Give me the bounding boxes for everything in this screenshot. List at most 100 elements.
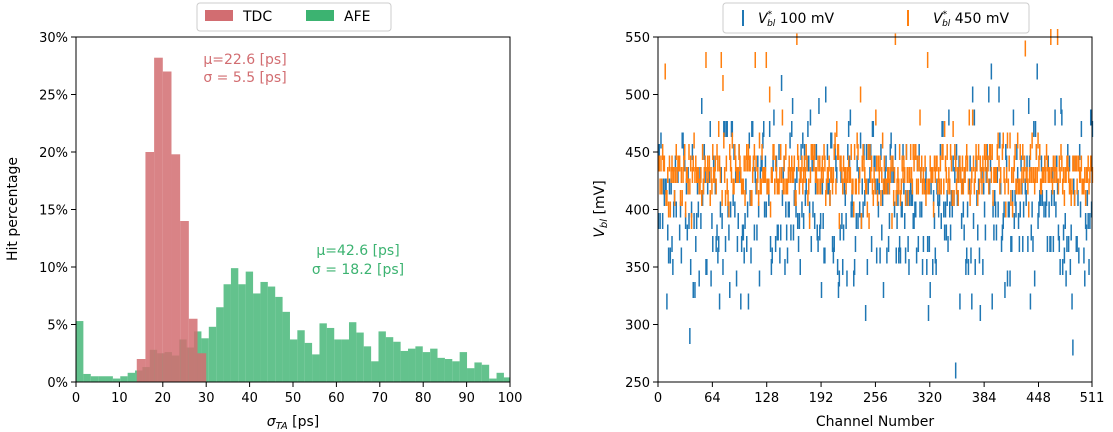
afe-histogram-bar (260, 281, 268, 382)
tdc-histogram-bar (162, 71, 172, 382)
afe-histogram-bar (496, 372, 504, 382)
afe-histogram-bar (90, 376, 99, 382)
y-tick-label: 10% (39, 261, 68, 276)
legend-swatch-tdc (205, 10, 233, 21)
y-tick-label: 350 (625, 261, 650, 276)
afe-annotation-mean: μ=42.6 [ps] (316, 243, 399, 259)
x-tick-label: 192 (809, 391, 834, 406)
afe-histogram-bar (393, 341, 401, 382)
x-tick-label: 30 (198, 391, 215, 406)
y-tick-label: 25% (39, 89, 68, 104)
afe-histogram-bar (120, 376, 128, 382)
afe-histogram-bar (282, 311, 290, 382)
afe-histogram-bar (98, 376, 106, 382)
afe-histogram-bar (503, 377, 510, 382)
left-y-ticks: 0% 5% 10% 15% 20% 25% 30% (39, 31, 76, 391)
x-tick-label: 64 (704, 391, 721, 406)
tdc-histogram-bar (171, 154, 181, 382)
afe-histogram-bar (437, 357, 445, 382)
y-tick-label: 500 (625, 89, 650, 104)
afe-histogram-bar (223, 284, 231, 382)
x-tick-label: 320 (917, 391, 942, 406)
x-tick-label: 70 (372, 391, 389, 406)
afe-histogram-bar (385, 337, 394, 382)
afe-histogram-bar (408, 348, 416, 382)
afe-histogram-bar (76, 321, 84, 382)
x-tick-label: 0 (654, 391, 662, 406)
afe-histogram-bar (267, 286, 276, 382)
afe-histogram-bar (415, 346, 423, 382)
afe-histogram-bar (467, 368, 475, 382)
afe-histogram-bar (238, 284, 246, 382)
y-tick-label: 450 (625, 146, 650, 161)
afe-histogram-bar (341, 339, 349, 382)
x-tick-label: 448 (1026, 391, 1051, 406)
afe-histogram-bar (356, 332, 364, 382)
afe-histogram-bar (489, 378, 497, 382)
left-x-ticks: 0 10 20 30 40 50 60 70 80 90 100 (72, 382, 523, 406)
afe-histogram-bar (430, 348, 438, 382)
right-legend: V* bl 100 mV V* bl 450 mV (722, 2, 1030, 34)
event-lines (657, 29, 1094, 379)
afe-annotation-sigma: σ = 18.2 [ps] (312, 262, 404, 278)
tdc-histogram-bar (136, 359, 146, 382)
afe-histogram-bar (422, 352, 431, 382)
afe-histogram-bar (127, 372, 136, 382)
afe-histogram-bar (400, 350, 409, 382)
y-tick-label: 400 (625, 204, 650, 219)
afe-histogram-bar (289, 339, 298, 382)
afe-histogram-bar (371, 361, 379, 382)
legend-label-100mv: V* bl 100 mV (758, 10, 835, 29)
y-tick-label: 30% (39, 31, 68, 46)
x-tick-label: 90 (458, 391, 475, 406)
afe-histogram-bar (297, 330, 305, 382)
afe-histogram-bar (444, 359, 453, 382)
afe-histogram-bar (452, 361, 460, 382)
tdc-histogram-bar (197, 353, 207, 382)
event-plot-chart: 0 64 128 192 256 320 384 448 511 250 300 350 400 450… (592, 2, 1105, 430)
tdc-histogram-bar (180, 221, 189, 382)
legend-label-tdc: TDC (242, 9, 272, 25)
y-tick-label: 550 (625, 31, 650, 46)
histogram-bars (76, 57, 510, 382)
afe-histogram-bar (334, 339, 342, 382)
left-x-axis-label: σTA [ps] (267, 414, 319, 432)
x-tick-label: 60 (328, 391, 345, 406)
y-tick-label: 250 (625, 376, 650, 391)
afe-histogram-bar (230, 268, 239, 382)
afe-histogram-bar (319, 323, 327, 382)
right-x-ticks: 0 64 128 192 256 320 384 448 511 (654, 382, 1105, 406)
x-tick-label: 511 (1080, 391, 1105, 406)
legend-label-450mv: V* bl 450 mV (933, 10, 1010, 29)
x-tick-label: 256 (863, 391, 888, 406)
tdc-histogram-bar (154, 57, 163, 382)
x-tick-label: 384 (972, 391, 997, 406)
afe-histogram-bar (474, 362, 482, 382)
afe-histogram-bar (83, 373, 91, 382)
afe-histogram-bar (363, 346, 372, 382)
afe-histogram-bar (216, 307, 224, 382)
y-tick-label: 20% (39, 146, 68, 161)
x-tick-label: 20 (155, 391, 172, 406)
left-legend: TDC AFE (196, 2, 392, 32)
legend-swatch-afe (306, 10, 334, 21)
histogram-chart: 0 10 20 30 40 50 60 70 80 90 100 0% 5% 10% 15% 20% 25% 3… (5, 2, 523, 432)
legend-label-afe: AFE (344, 9, 370, 25)
tdc-annotation-sigma: σ = 5.5 [ps] (203, 70, 286, 86)
right-y-axis-label: Vbl [mV] (592, 180, 610, 237)
x-tick-label: 10 (111, 391, 128, 406)
afe-histogram-bar (112, 378, 121, 382)
afe-histogram-bar (253, 293, 261, 382)
y-tick-label: 15% (39, 204, 68, 219)
afe-histogram-bar (105, 376, 113, 382)
x-tick-label: 128 (754, 391, 779, 406)
afe-histogram-bar (245, 271, 254, 382)
right-y-ticks: 250 300 350 400 450 500 550 (625, 31, 658, 391)
afe-histogram-bar (459, 352, 468, 382)
y-tick-label: 300 (625, 319, 650, 334)
x-tick-label: 0 (72, 391, 80, 406)
y-tick-label: 5% (47, 319, 68, 334)
y-tick-label: 0% (47, 376, 68, 391)
x-tick-label: 100 (498, 391, 523, 406)
